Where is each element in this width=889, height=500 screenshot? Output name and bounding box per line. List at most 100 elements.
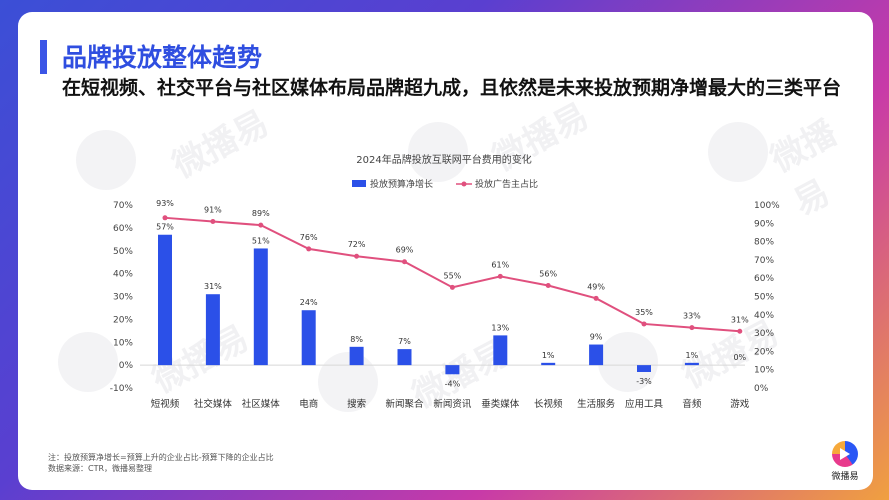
legend-line-marker bbox=[461, 181, 467, 187]
line-point bbox=[449, 284, 455, 290]
line-point bbox=[162, 215, 168, 221]
x-category-label: 游戏 bbox=[730, 398, 750, 410]
x-category-label: 生活服务 bbox=[577, 398, 616, 410]
x-category-label: 应用工具 bbox=[625, 398, 664, 410]
y-left-tick: 70% bbox=[113, 201, 133, 211]
y-right-tick: 80% bbox=[754, 238, 774, 248]
legend-line-label: 投放广告主占比 bbox=[475, 178, 538, 190]
line-data-label: 91% bbox=[204, 205, 222, 214]
bar bbox=[637, 365, 651, 372]
y-left-tick: -10% bbox=[110, 384, 134, 394]
bar-data-label: 57% bbox=[156, 223, 174, 232]
watermark-logo-mark bbox=[708, 122, 768, 182]
bar bbox=[253, 248, 268, 366]
y-left-tick: 10% bbox=[113, 338, 133, 348]
y-left-tick: 50% bbox=[113, 247, 133, 257]
y-left-tick: 20% bbox=[113, 315, 133, 325]
bar-data-label: 7% bbox=[398, 337, 411, 346]
y-left-tick: 60% bbox=[113, 224, 133, 234]
page-subtitle: 在短视频、社交平台与社区媒体布局品牌超九成，且依然是未来投放预期净增最大的三类平… bbox=[62, 77, 842, 99]
bar-data-label: 24% bbox=[300, 298, 318, 307]
bar-data-label: -4% bbox=[445, 379, 461, 388]
bar bbox=[205, 294, 220, 366]
bar bbox=[301, 310, 316, 366]
brand-logo: 微播易 bbox=[825, 441, 865, 482]
footnote: 注：投放预算净增长=预算上升的企业占比-预算下降的企业占比 bbox=[48, 453, 274, 462]
y-right-tick: 70% bbox=[754, 256, 774, 266]
legend-bar-swatch bbox=[352, 180, 366, 187]
line-point bbox=[545, 283, 551, 289]
watermark-logo-mark bbox=[598, 332, 658, 392]
watermark-logo-mark bbox=[76, 130, 136, 190]
watermark-logo-mark bbox=[408, 122, 468, 182]
x-category-label: 垂类媒体 bbox=[481, 398, 520, 410]
x-category-label: 电商 bbox=[299, 398, 318, 410]
line-point bbox=[354, 253, 360, 259]
y-right-tick: 50% bbox=[754, 293, 774, 303]
line-point bbox=[258, 222, 264, 228]
bar bbox=[684, 362, 699, 366]
watermark-logo-mark bbox=[318, 352, 378, 412]
y-left-tick: 40% bbox=[113, 270, 133, 280]
bar bbox=[158, 234, 172, 366]
x-category-label: 社区媒体 bbox=[242, 398, 281, 410]
bar bbox=[349, 346, 364, 366]
x-category-label: 新闻资讯 bbox=[433, 398, 472, 410]
line-data-label: 89% bbox=[252, 209, 270, 218]
y-right-tick: 10% bbox=[754, 366, 774, 376]
bar bbox=[589, 344, 604, 366]
title-accent-bar bbox=[40, 40, 47, 74]
bar-data-label: 9% bbox=[590, 333, 603, 342]
line-data-label: 61% bbox=[491, 260, 509, 269]
line-data-label: 56% bbox=[539, 270, 557, 279]
x-category-label: 短视频 bbox=[151, 398, 180, 410]
line-data-label: 93% bbox=[156, 199, 174, 208]
line-point bbox=[641, 321, 647, 327]
y-right-tick: 60% bbox=[754, 274, 774, 284]
line-data-label: 69% bbox=[396, 246, 414, 255]
x-category-label: 新闻聚合 bbox=[385, 398, 424, 410]
line-data-label: 72% bbox=[348, 240, 366, 249]
bar-data-label: 13% bbox=[491, 323, 509, 332]
watermark-logo-mark bbox=[58, 332, 118, 392]
bar-data-label: -3% bbox=[636, 377, 652, 386]
y-right-tick: 20% bbox=[754, 347, 774, 357]
bar-data-label: 8% bbox=[350, 335, 363, 344]
line-point bbox=[210, 218, 216, 224]
bar-data-label: 0% bbox=[733, 353, 746, 362]
y-right-tick: 100% bbox=[754, 201, 780, 211]
y-right-tick: 30% bbox=[754, 329, 774, 339]
line-point bbox=[306, 246, 312, 252]
y-right-tick: 40% bbox=[754, 311, 774, 321]
bar bbox=[445, 365, 460, 375]
line-data-label: 55% bbox=[444, 271, 462, 280]
y-right-tick: 0% bbox=[754, 384, 769, 394]
bar bbox=[397, 349, 412, 366]
legend-bar-label: 投放预算净增长 bbox=[370, 178, 433, 190]
y-left-tick: 0% bbox=[119, 361, 134, 371]
line-point bbox=[689, 325, 695, 331]
line-point bbox=[402, 259, 407, 265]
x-category-label: 长视频 bbox=[534, 398, 563, 410]
bar-data-label: 1% bbox=[542, 351, 555, 360]
bar bbox=[541, 362, 556, 366]
line-data-label: 31% bbox=[731, 315, 749, 324]
bar bbox=[493, 335, 508, 366]
page-title: 品牌投放整体趋势 bbox=[62, 43, 263, 72]
line-data-label: 49% bbox=[587, 282, 605, 291]
bar-data-label: 51% bbox=[252, 236, 270, 245]
brand-logo-text: 微播易 bbox=[831, 472, 859, 482]
line-data-label: 76% bbox=[300, 233, 318, 242]
y-left-tick: 30% bbox=[113, 293, 133, 303]
line-data-label: 35% bbox=[635, 308, 653, 317]
line-point bbox=[497, 273, 503, 279]
line-point bbox=[593, 295, 599, 301]
y-right-tick: 90% bbox=[754, 219, 774, 229]
data-source: 数据来源：CTR，微播易整理 bbox=[48, 464, 153, 473]
x-category-label: 音频 bbox=[682, 398, 702, 410]
play-icon bbox=[832, 441, 858, 467]
x-category-label: 社交媒体 bbox=[194, 398, 233, 410]
chart-title: 2024年品牌投放互联网平台费用的变化 bbox=[356, 153, 531, 166]
x-category-label: 搜索 bbox=[347, 398, 366, 410]
